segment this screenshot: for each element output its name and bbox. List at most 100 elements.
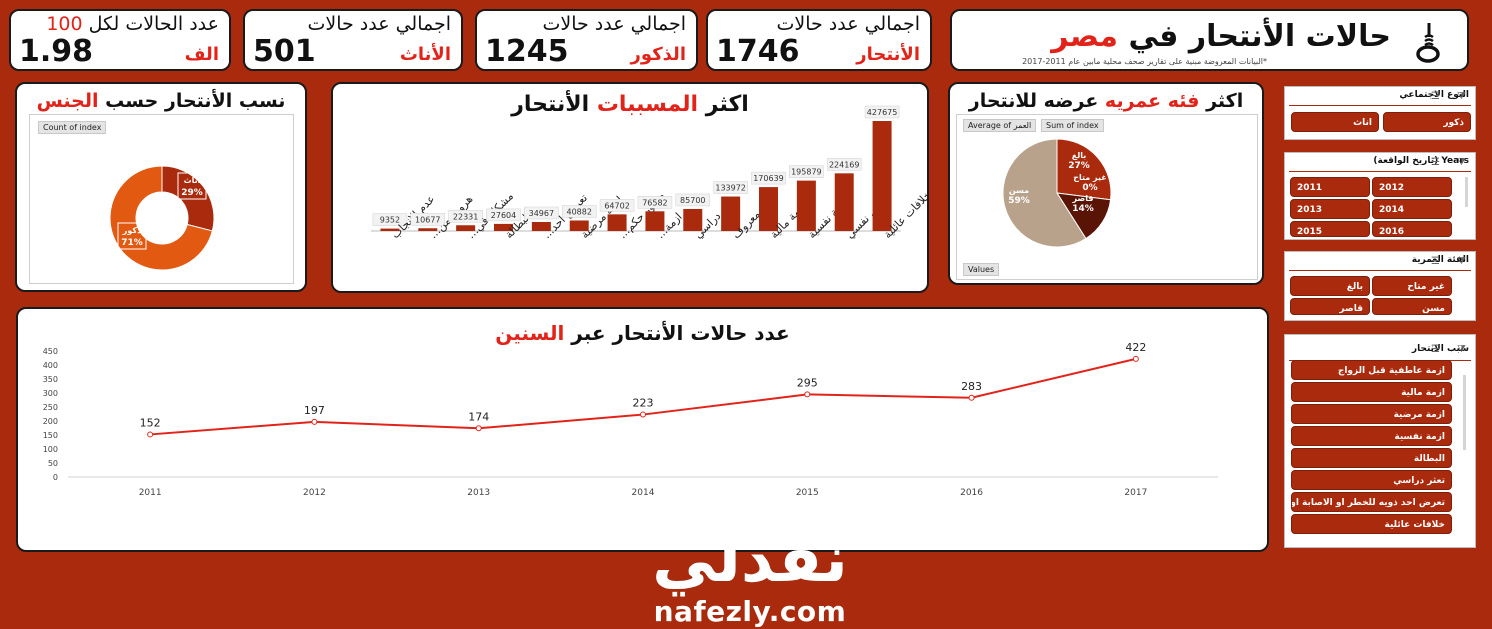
y-tick-label: 300 xyxy=(43,389,58,398)
slicer-item[interactable]: 2016 xyxy=(1372,221,1452,237)
yearly-line-chart: 0 50 100 150 200 250 300 350 400 450 152 2011 197 201… xyxy=(43,341,1218,498)
x-tick-label: 2014 xyxy=(632,488,655,498)
multi-select-icon[interactable]: ☰ xyxy=(1431,157,1440,168)
title-highlight: فئه عمريه xyxy=(1104,90,1200,112)
slicer-item[interactable]: 2012 xyxy=(1372,177,1452,197)
slicer-item[interactable]: ازمة مالية xyxy=(1291,382,1452,402)
slicer-item[interactable]: البطالة xyxy=(1291,448,1452,468)
slice-percent: 29% xyxy=(181,188,203,198)
causes-chart-title: اكثر المسببات الأنتحار xyxy=(333,92,927,117)
kpi-value: 501 xyxy=(253,34,316,69)
bar-value-label: 34967 xyxy=(529,209,554,218)
bar-value-label: 10677 xyxy=(415,215,440,224)
slicer-item[interactable]: ازمة عاطفية قبل الزواج xyxy=(1291,360,1452,380)
x-tick-label: 2015 xyxy=(796,488,819,498)
bar-value-label: 224169 xyxy=(829,160,860,169)
bar-value-label: 9352 xyxy=(380,216,400,225)
slicer-item[interactable]: قاصر xyxy=(1290,298,1370,315)
y-tick-label: 50 xyxy=(48,459,58,468)
sum-of-index-button[interactable]: Sum of index xyxy=(1041,119,1104,132)
kpi-value: 1746 xyxy=(716,34,800,69)
point-value-label: 422 xyxy=(1125,341,1146,354)
noose-icon xyxy=(1416,23,1440,63)
bar xyxy=(569,220,589,231)
slicer-item[interactable]: 2015 xyxy=(1290,221,1370,237)
slicer-scrollbar[interactable] xyxy=(1465,177,1468,207)
clear-filter-icon[interactable]: ⧩ xyxy=(1457,157,1466,168)
bar-value-label: 76582 xyxy=(642,198,667,207)
slice-percent: 14% xyxy=(1072,204,1094,214)
slicer-item[interactable]: ازمة نفسية xyxy=(1291,426,1452,446)
slicer-item[interactable]: تعثر دراسي xyxy=(1291,470,1452,490)
slice-percent: 0% xyxy=(1082,183,1097,193)
bar xyxy=(645,211,665,231)
slicer-item[interactable]: خلافات عائلية xyxy=(1291,514,1452,534)
title-highlight: السنين xyxy=(495,321,565,345)
data-label-box xyxy=(177,172,207,200)
slicer-item[interactable]: تعرض احد ذويه للخطر او الاصابة او ... xyxy=(1291,492,1452,512)
pie-slice-3 xyxy=(1002,138,1087,248)
slicer-item[interactable]: 2014 xyxy=(1372,199,1452,219)
clear-filter-icon[interactable]: ⧩ xyxy=(1457,344,1466,355)
bar xyxy=(721,196,741,231)
title-prefix: اكثر xyxy=(1206,90,1244,112)
count-of-index-button[interactable]: Count of index xyxy=(38,121,107,134)
bar-value-box xyxy=(751,171,786,185)
watermark-logo-arabic: نفذلي xyxy=(652,523,848,597)
slicer-item[interactable]: غير متاح xyxy=(1372,276,1452,296)
gender-chart-area: Count of index اناث 29% ذكور 71% xyxy=(29,114,294,284)
title-main: عدد حالات الأنتحار عبر xyxy=(571,321,790,345)
slice-label: مسن xyxy=(1009,186,1029,195)
point-value-label: 223 xyxy=(633,397,654,410)
kpi-total-males: اجمالي عدد حالات 1245 الذكور xyxy=(475,9,698,71)
slicer-item[interactable]: ازمة مرضية xyxy=(1291,404,1452,424)
kpi-subtitle: الأناث xyxy=(399,44,451,65)
kpi-title-number: 100 xyxy=(46,13,83,35)
slicer-item[interactable]: ذكور xyxy=(1383,112,1471,132)
kpi-subtitle: الذكور xyxy=(630,44,686,65)
line-point xyxy=(640,411,646,418)
slicer-header: سبب الانتحار ☰ ⧩ xyxy=(1289,341,1471,361)
bar-value-label: 40882 xyxy=(566,207,591,216)
kpi-title: عدد الحالات لكل 100 xyxy=(46,13,219,35)
multi-select-icon[interactable]: ☰ xyxy=(1431,256,1440,267)
page-title-highlight: مصر xyxy=(1051,19,1118,54)
bar xyxy=(531,222,551,231)
clear-filter-icon[interactable]: ⧩ xyxy=(1457,256,1466,267)
slicer-item[interactable]: اناث xyxy=(1291,112,1379,132)
bar-value-box xyxy=(713,181,748,194)
values-button[interactable]: Values xyxy=(963,263,1000,276)
bar xyxy=(456,225,476,231)
slicer-item[interactable]: بالغ xyxy=(1290,276,1370,296)
multi-select-icon[interactable]: ☰ xyxy=(1431,91,1440,102)
kpi-title-prefix: عدد الحالات لكل xyxy=(88,13,219,35)
slice-label: اناث xyxy=(184,176,201,185)
kpi-rate-per-100k: عدد الحالات لكل 100 1.98 الف xyxy=(9,9,231,71)
bar-value-box xyxy=(637,196,673,209)
clear-filter-icon[interactable]: ⧩ xyxy=(1457,91,1466,102)
point-value-label: 283 xyxy=(961,380,982,393)
slicer-item[interactable]: مسن xyxy=(1372,298,1452,315)
y-tick-label: 0 xyxy=(53,473,58,482)
y-tick-label: 250 xyxy=(43,403,58,412)
multi-select-icon[interactable]: ☰ xyxy=(1431,344,1440,355)
bar xyxy=(796,180,816,231)
point-value-label: 152 xyxy=(140,416,161,429)
bar-value-box xyxy=(864,105,900,119)
average-age-button[interactable]: Average of العمر xyxy=(963,119,1037,132)
bar-value-label: 27604 xyxy=(491,211,516,220)
slicer-item[interactable]: 2011 xyxy=(1290,177,1370,197)
x-tick-label: 2013 xyxy=(467,488,490,498)
bar-value-label: 427675 xyxy=(867,108,898,117)
slice-label: بالغ xyxy=(1072,151,1086,160)
age-chart-title: اكثر فئه عمريه عرضه للانتحار xyxy=(950,90,1262,112)
slicer-title: Years (تاريخ الواقعة) xyxy=(1373,156,1469,166)
slice-percent: 59% xyxy=(1008,196,1030,206)
slicer-scrollbar[interactable] xyxy=(1463,375,1466,450)
bar xyxy=(380,228,400,231)
y-tick-label: 100 xyxy=(43,445,58,454)
yearly-chart-card: عدد حالات الأنتحار عبر السنين 0 50 100 150 2… xyxy=(16,307,1269,552)
page-title: حالات الأنتحار في مصر xyxy=(1051,19,1391,54)
slicer-item[interactable]: 2013 xyxy=(1290,199,1370,219)
x-tick-label: 2017 xyxy=(1124,488,1147,498)
